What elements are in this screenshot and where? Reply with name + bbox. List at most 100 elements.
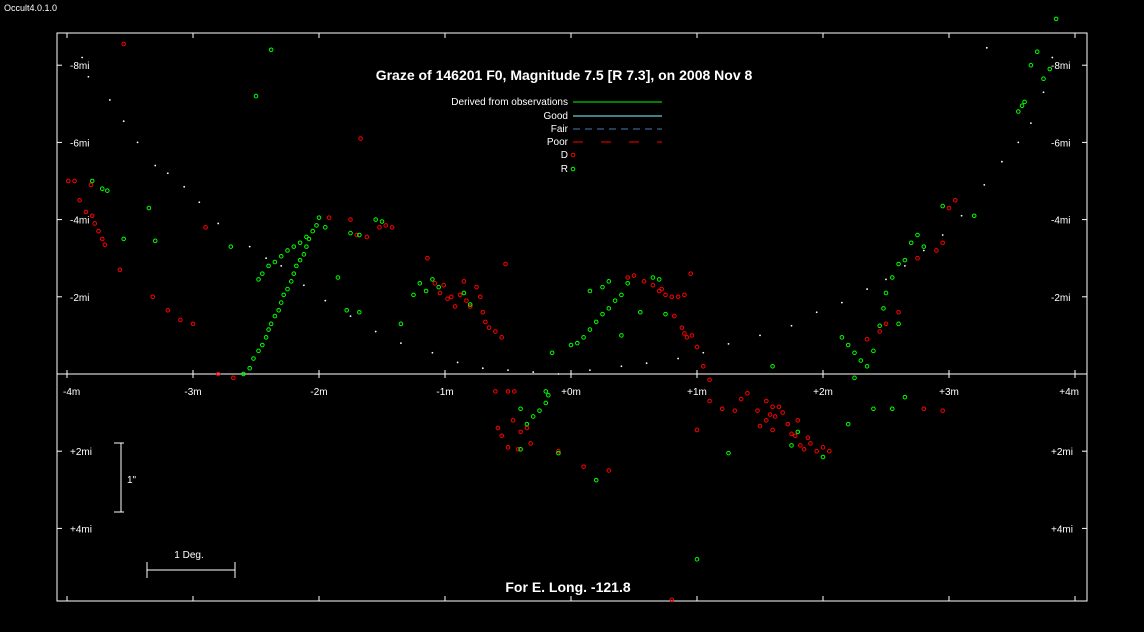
limb-profile-point <box>108 99 111 101</box>
disappearance-point <box>441 282 447 288</box>
x-tick-label: +4m <box>1059 387 1079 398</box>
x-tick-label: -4m <box>63 387 80 398</box>
reappearance-point <box>600 311 605 317</box>
reappearance-point <box>619 333 624 338</box>
disappearance-point <box>770 404 775 410</box>
limb-profile-point <box>456 361 459 364</box>
reappearance-point <box>411 292 416 298</box>
y-tick-label-left: -8mi <box>70 61 89 72</box>
reappearance-point <box>524 421 530 427</box>
limb-profile-point <box>645 362 648 365</box>
disappearance-point <box>675 294 681 300</box>
reappearance-point <box>852 375 857 381</box>
reappearance-point <box>291 271 297 276</box>
limb-profile-point <box>248 245 251 248</box>
disappearance-point <box>776 404 782 410</box>
reappearance-point <box>357 309 362 315</box>
disappearance-point <box>512 389 517 394</box>
reappearance-point <box>121 236 126 242</box>
disappearance-point <box>495 425 501 431</box>
reappearance-point <box>461 290 467 296</box>
reappearance-point <box>871 406 876 412</box>
disappearance-point <box>940 240 946 246</box>
disappearance-point <box>641 279 647 284</box>
reappearance-point <box>268 47 274 53</box>
limb-profile-point <box>217 222 220 225</box>
reappearance-point <box>902 394 908 400</box>
reappearance-point <box>537 408 542 413</box>
limb-profile <box>81 46 1054 375</box>
limb-profile-point <box>1017 141 1020 144</box>
limb-profile-point <box>983 183 986 186</box>
reappearance-point <box>612 298 618 303</box>
limb-profile-point <box>985 46 988 49</box>
disappearance-point <box>121 41 126 47</box>
y-tick-label-right: +4mi <box>1051 524 1073 535</box>
disappearance-point <box>672 313 677 319</box>
disappearance-point <box>377 225 382 230</box>
reappearance-point <box>228 244 234 249</box>
reappearance-point <box>530 414 536 419</box>
disappearance-point <box>772 414 778 419</box>
limb-profile-point <box>589 369 591 372</box>
reappearance-point <box>304 244 309 249</box>
limb-profile-point <box>349 315 352 317</box>
limb-profile-point <box>198 201 201 204</box>
reappearance-point <box>251 356 256 361</box>
limb-profile-point <box>183 185 186 188</box>
reappearance-point <box>1022 99 1027 105</box>
disappearance-point <box>425 255 430 261</box>
disappearance-point <box>738 396 744 402</box>
disappearance-point <box>348 217 353 222</box>
disappearance-point <box>231 375 236 381</box>
x-tick-label: +3m <box>939 387 959 398</box>
disappearance-point <box>215 371 221 377</box>
reappearance-point <box>845 421 851 427</box>
reappearance-point <box>373 217 379 222</box>
disappearance-point <box>99 236 105 242</box>
disappearance-point <box>814 448 820 454</box>
horizontal-scale-bar: 1 Deg. <box>146 550 236 578</box>
disappearance-point <box>694 344 700 350</box>
limb-profile-point <box>866 288 868 290</box>
reappearance-point <box>1016 109 1021 114</box>
disappearance-point <box>358 136 363 141</box>
disappearance-point <box>682 292 687 298</box>
disappearance-point <box>503 261 508 267</box>
disappearance-point <box>89 213 95 219</box>
disappearance-point <box>445 296 450 302</box>
disappearance-point <box>679 325 685 330</box>
legend-label: R <box>561 164 568 175</box>
limb-profile-point <box>790 324 793 327</box>
disappearance-point <box>437 290 443 296</box>
reappearance-point <box>430 277 435 282</box>
reappearance-point <box>1041 76 1046 82</box>
reappearance-point <box>971 213 977 219</box>
disappearance-point <box>524 425 530 431</box>
reappearance-point <box>294 263 299 269</box>
reappearance-point <box>105 188 110 193</box>
reappearance-point <box>272 313 278 319</box>
disappearance-point <box>464 298 469 303</box>
disappearance-point <box>792 433 798 439</box>
vertical-scale-label: 1" <box>127 475 137 486</box>
app-title: Occult4.0.1.0 <box>4 3 58 13</box>
disappearance-point <box>764 398 769 404</box>
disappearance-point <box>631 273 637 278</box>
reappearance-point <box>581 335 586 340</box>
reappearance-point <box>789 443 794 448</box>
y-tick-label-left: +2mi <box>70 447 92 458</box>
reappearance-point <box>467 302 473 307</box>
reappearance-point <box>871 348 876 354</box>
reappearance-point <box>663 311 668 317</box>
reappearance-point <box>268 321 274 327</box>
reappearance-point <box>877 323 883 329</box>
limb-profile-point <box>280 265 283 267</box>
disappearance-point <box>785 421 791 427</box>
limb-profile-point <box>154 164 157 167</box>
disappearance-point <box>745 391 750 396</box>
reappearance-point <box>297 257 303 263</box>
reappearance-point <box>256 277 261 282</box>
reappearance-point <box>820 454 826 460</box>
y-tick-label-left: -4mi <box>70 216 89 227</box>
